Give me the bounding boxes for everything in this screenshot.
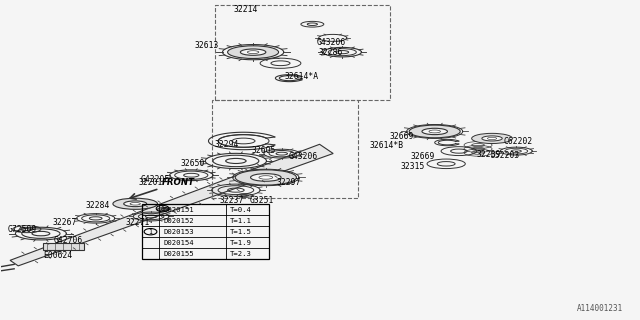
Text: 32267: 32267 xyxy=(52,218,77,227)
Text: 32650: 32650 xyxy=(181,159,205,168)
Text: T=0.4: T=0.4 xyxy=(230,207,252,213)
Ellipse shape xyxy=(429,130,440,133)
Ellipse shape xyxy=(130,203,140,205)
Text: E00624: E00624 xyxy=(43,251,72,260)
Text: 32297: 32297 xyxy=(276,178,301,187)
Text: 32669: 32669 xyxy=(390,132,414,141)
Text: 32214: 32214 xyxy=(234,5,259,14)
Text: 32613: 32613 xyxy=(195,41,220,50)
Text: G43206: G43206 xyxy=(140,175,170,184)
Text: D020151: D020151 xyxy=(163,207,194,213)
Ellipse shape xyxy=(247,51,259,53)
Text: 32669: 32669 xyxy=(410,152,435,161)
Text: T=1.1: T=1.1 xyxy=(230,218,252,224)
Ellipse shape xyxy=(241,49,266,55)
Ellipse shape xyxy=(113,198,157,209)
Bar xyxy=(43,244,84,251)
Text: 32201: 32201 xyxy=(138,178,163,187)
Ellipse shape xyxy=(124,201,147,207)
Text: 1: 1 xyxy=(161,205,164,212)
Text: 32294: 32294 xyxy=(215,140,239,149)
Text: T=1.5: T=1.5 xyxy=(230,229,252,235)
Text: T=1.9: T=1.9 xyxy=(230,240,252,246)
Text: 1: 1 xyxy=(148,229,152,235)
Text: D020153: D020153 xyxy=(163,229,194,235)
Bar xyxy=(141,204,269,259)
Text: D020154: D020154 xyxy=(163,240,194,246)
Text: G43206: G43206 xyxy=(316,38,346,47)
Text: G43206: G43206 xyxy=(288,152,317,161)
Ellipse shape xyxy=(409,125,460,138)
Text: G3251: G3251 xyxy=(250,196,275,205)
Text: 32605: 32605 xyxy=(251,146,276,155)
Text: 32614*B: 32614*B xyxy=(370,141,404,150)
Text: 32614*A: 32614*A xyxy=(285,72,319,81)
Text: T=2.3: T=2.3 xyxy=(230,251,252,257)
Text: 32271: 32271 xyxy=(125,218,150,227)
Ellipse shape xyxy=(488,137,497,140)
Ellipse shape xyxy=(250,174,281,181)
Text: C62202: C62202 xyxy=(504,137,532,146)
Ellipse shape xyxy=(228,46,278,59)
Text: A114001231: A114001231 xyxy=(577,304,623,313)
Text: 32284: 32284 xyxy=(85,202,109,211)
Polygon shape xyxy=(10,144,333,266)
Ellipse shape xyxy=(259,176,273,179)
Ellipse shape xyxy=(472,133,513,143)
Text: 32239: 32239 xyxy=(476,150,500,159)
Text: 32315: 32315 xyxy=(400,163,424,172)
Text: G72509: G72509 xyxy=(8,225,37,234)
Text: D020155: D020155 xyxy=(163,251,194,257)
Ellipse shape xyxy=(422,128,447,135)
Ellipse shape xyxy=(482,136,502,141)
Text: 32237: 32237 xyxy=(220,196,244,205)
Text: FRONT: FRONT xyxy=(162,178,195,187)
Text: 32286: 32286 xyxy=(319,48,343,57)
Text: D020152: D020152 xyxy=(163,218,194,224)
Text: G42706: G42706 xyxy=(54,236,83,245)
Ellipse shape xyxy=(236,170,296,185)
Text: D52203: D52203 xyxy=(491,151,520,160)
